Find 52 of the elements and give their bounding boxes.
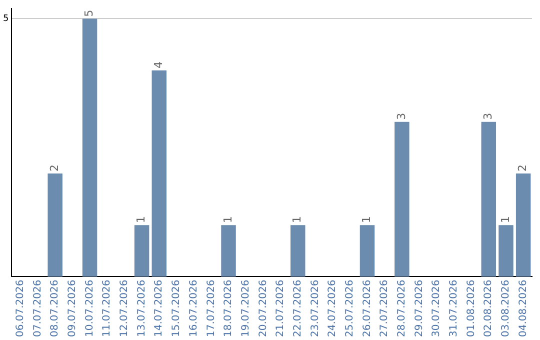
x-tick-label: 20.07.2026 (258, 280, 269, 338)
bar (516, 174, 531, 277)
x-tick-label: 28.07.2026 (396, 280, 408, 338)
x-tick-label: 26.07.2026 (362, 280, 373, 338)
x-tick-label: 12.07.2026 (119, 280, 130, 338)
x-tick-label: 22.07.2026 (292, 280, 304, 338)
x-tick-label: 14.07.2026 (154, 280, 165, 338)
data-label: 1 (134, 216, 148, 224)
bar (48, 174, 62, 277)
bar (360, 225, 375, 277)
x-tick-label: 23.07.2026 (310, 280, 321, 338)
x-tick-label: 25.07.2026 (344, 280, 356, 338)
x-tick-label: 11.07.2026 (102, 280, 113, 338)
x-tick-label: 08.07.2026 (50, 280, 61, 338)
bar (82, 18, 98, 277)
x-tick-label: 16.07.2026 (188, 280, 200, 338)
data-label: 3 (394, 112, 408, 120)
x-tick-label: 21.07.2026 (275, 280, 286, 338)
data-label: 1 (221, 216, 234, 224)
x-tick-label: 02.08.2026 (483, 280, 494, 338)
x-tick-label: 15.07.2026 (171, 280, 182, 338)
data-label: 2 (516, 164, 530, 172)
data-label: 5 (82, 10, 96, 17)
x-tick-label: 07.07.2026 (32, 280, 44, 338)
x-tick-label: 01.08.2026 (466, 280, 477, 338)
data-label: 2 (48, 164, 61, 172)
x-tick-label: 06.07.2026 (14, 280, 26, 338)
x-tick-label: 10.07.2026 (84, 280, 96, 338)
bar (481, 122, 496, 277)
bar (152, 70, 167, 277)
x-tick-label: 17.07.2026 (206, 280, 217, 338)
x-tick-label: 03.08.2026 (500, 280, 512, 338)
data-label: 3 (482, 112, 495, 120)
x-tick-label: 27.07.2026 (379, 280, 390, 338)
data-label: 4 (152, 61, 165, 68)
x-tick-label: 31.07.2026 (448, 280, 460, 338)
x-tick-label: 19.07.2026 (240, 280, 252, 338)
bar (290, 225, 306, 277)
data-label: 1 (290, 216, 304, 224)
x-tick-label: 29.07.2026 (414, 280, 425, 338)
x-tick-label: 18.07.2026 (223, 280, 234, 338)
x-tick-label: 04.08.2026 (518, 280, 529, 338)
x-tick-label: 13.07.2026 (136, 280, 148, 338)
x-tick-label: 30.07.2026 (431, 280, 442, 338)
x-tick-label: 24.07.2026 (327, 280, 338, 338)
bar (221, 225, 236, 277)
bar (498, 225, 514, 277)
bar (134, 225, 150, 277)
data-label: 1 (360, 216, 374, 224)
bar (394, 122, 410, 277)
x-tick-label: 09.07.2026 (67, 280, 78, 338)
data-label: 1 (498, 216, 512, 224)
